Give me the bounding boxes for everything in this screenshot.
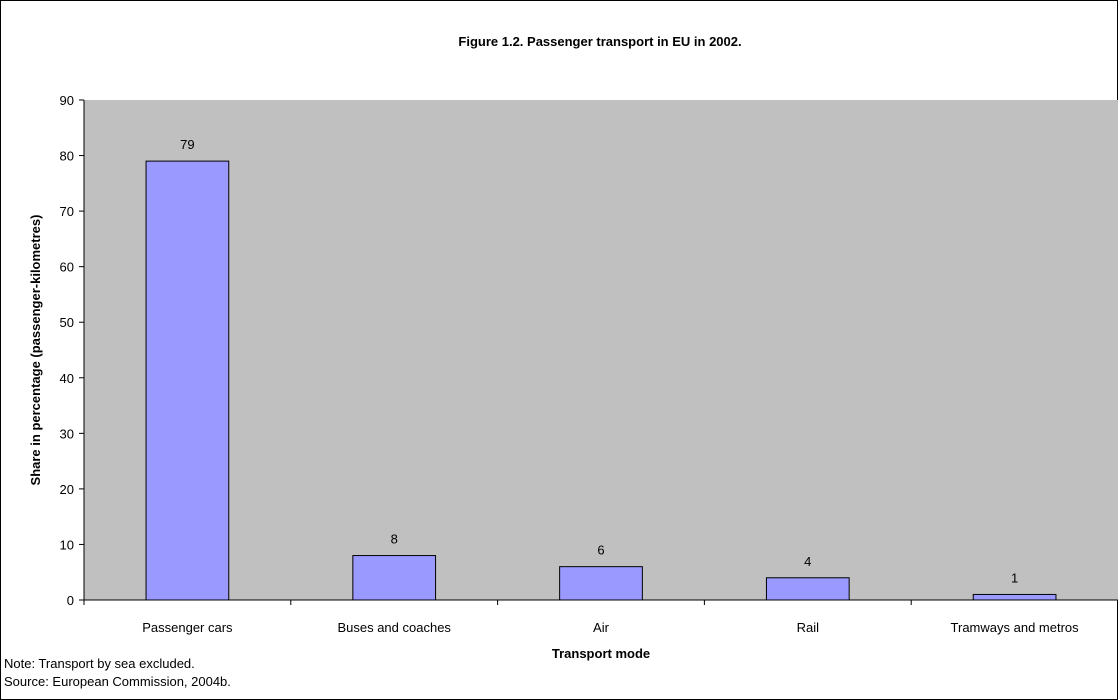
bar-value-label: 4 bbox=[804, 554, 811, 569]
y-tick-label: 70 bbox=[60, 204, 74, 219]
x-tick-label: Tramways and metros bbox=[951, 620, 1080, 635]
y-tick-label: 10 bbox=[60, 537, 74, 552]
y-axis: 0 10 20 30 40 50 60 70 80 90 bbox=[60, 93, 85, 608]
bar bbox=[765, 577, 850, 601]
y-tick-label: 60 bbox=[60, 260, 74, 275]
bar bbox=[972, 593, 1057, 601]
bar bbox=[145, 160, 230, 601]
x-tick-label: Passenger cars bbox=[142, 620, 233, 635]
x-tick-label: Air bbox=[593, 620, 610, 635]
source-text: Source: European Commission, 2004b. bbox=[4, 674, 231, 689]
plot-area bbox=[84, 100, 1118, 600]
bar-value-label: 8 bbox=[391, 532, 398, 547]
x-axis-title: Transport mode bbox=[552, 646, 650, 661]
y-tick-label: 90 bbox=[60, 93, 74, 108]
x-tick-label: Rail bbox=[797, 620, 820, 635]
y-tick-label: 0 bbox=[67, 593, 74, 608]
bars: 79 8 6 4 1 bbox=[145, 137, 1057, 601]
y-axis-title: Share in percentage (passenger-kilometre… bbox=[28, 215, 43, 486]
y-tick-label: 50 bbox=[60, 315, 74, 330]
bar-value-label: 1 bbox=[1011, 570, 1018, 585]
bar bbox=[352, 555, 437, 601]
note-text: Note: Transport by sea excluded. bbox=[4, 656, 195, 671]
chart-title: Figure 1.2. Passenger transport in EU in… bbox=[458, 34, 741, 49]
y-tick-label: 30 bbox=[60, 426, 74, 441]
x-axis: Passenger cars Buses and coaches Air Rail Tr… bbox=[83, 599, 1118, 635]
x-tick-label: Buses and coaches bbox=[337, 620, 451, 635]
y-tick-label: 40 bbox=[60, 371, 74, 386]
bar bbox=[559, 566, 643, 601]
bar-value-label: 6 bbox=[597, 543, 604, 558]
bar-value-label: 79 bbox=[180, 137, 194, 152]
y-tick-label: 20 bbox=[60, 482, 74, 497]
y-tick-label: 80 bbox=[60, 149, 74, 164]
